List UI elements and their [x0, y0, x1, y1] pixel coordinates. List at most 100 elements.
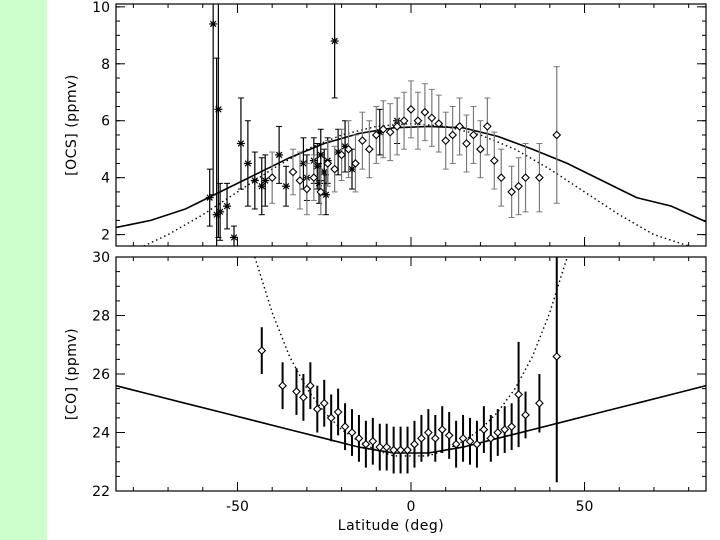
data-point-asterisk: [230, 225, 238, 246]
plot-area: [116, 4, 706, 246]
diamond-marker: [521, 410, 530, 420]
data-point-diamond: [423, 409, 433, 456]
data-point-diamond: [479, 406, 489, 453]
diamond-marker: [344, 144, 353, 154]
diamond-marker: [302, 184, 312, 194]
data-point-diamond: [340, 403, 350, 451]
y-axis-label: [CO] (ppmv): [64, 328, 80, 420]
data-point-diamond: [396, 426, 405, 474]
data-point-diamond: [288, 148, 298, 196]
y-tick-label: 4: [101, 171, 110, 187]
data-point-diamond: [489, 131, 499, 190]
data-point-diamond: [455, 97, 464, 156]
data-point-diamond: [305, 362, 315, 410]
diamond-marker: [351, 159, 360, 168]
data-point-diamond: [382, 423, 392, 471]
data-point-diamond: [535, 143, 544, 213]
plot-frame: [115, 256, 707, 492]
diamond-marker: [292, 387, 301, 396]
data-point-diamond: [496, 148, 506, 207]
data-point-asterisk: [257, 157, 266, 216]
data-point-diamond: [476, 120, 485, 179]
data-point-diamond: [420, 83, 430, 142]
diamond-marker: [514, 181, 523, 191]
diamond-marker: [410, 439, 419, 449]
data-point-diamond: [323, 140, 333, 187]
diamond-marker: [364, 144, 374, 154]
data-point-diamond: [521, 143, 530, 213]
data-point-asterisk: [282, 165, 291, 207]
diamond-marker: [267, 173, 277, 183]
data-point-diamond: [406, 80, 416, 139]
model-line-solid: [116, 125, 706, 229]
sidebar-strip: [0, 0, 47, 540]
diamond-marker: [448, 130, 458, 140]
data-point-diamond: [295, 151, 305, 210]
data-point-diamond: [521, 391, 530, 439]
diamond-marker: [496, 173, 506, 183]
data-point-diamond: [410, 420, 419, 468]
x-axis-label: Latitude (deg): [338, 518, 444, 534]
diamond-marker: [486, 433, 496, 443]
y-tick-label: 8: [101, 57, 110, 73]
diamond-marker: [368, 436, 378, 446]
data-point-diamond: [413, 91, 423, 150]
diamond-marker: [451, 439, 461, 449]
data-point-diamond: [493, 409, 503, 456]
diamond-marker: [455, 122, 464, 131]
diamond-marker: [333, 407, 343, 417]
x-tick-label: 0: [407, 499, 416, 515]
data-point-diamond: [441, 111, 451, 170]
diamond-marker: [375, 442, 385, 452]
data-point-diamond: [535, 374, 544, 433]
data-point-diamond: [514, 157, 523, 216]
diamond-marker: [493, 428, 503, 437]
data-point-asterisk: [205, 168, 214, 227]
data-point-diamond: [257, 327, 267, 374]
data-point-asterisk: [214, 4, 223, 238]
diamond-marker: [552, 352, 562, 361]
diamond-marker: [371, 130, 381, 140]
diamond-marker: [323, 159, 333, 168]
diamond-marker: [403, 445, 412, 455]
data-point-asterisk: [209, 4, 218, 196]
data-point-diamond: [399, 91, 409, 150]
data-point-diamond: [448, 105, 458, 164]
diamond-marker: [423, 428, 433, 437]
data-point-diamond: [364, 120, 374, 179]
data-point-diamond: [507, 403, 517, 451]
data-point-diamond: [451, 420, 461, 468]
diamond-marker: [479, 425, 489, 434]
data-point-diamond: [486, 414, 496, 462]
diamond-marker: [396, 445, 405, 455]
y-tick-label: 22: [92, 484, 110, 500]
model-line-dotted: [254, 257, 568, 457]
data-point-diamond: [469, 105, 478, 164]
diamond-marker: [482, 122, 492, 131]
model-line-solid: [116, 384, 706, 454]
data-point-diamond: [434, 94, 444, 153]
diamond-marker: [312, 404, 322, 414]
data-point-diamond: [319, 379, 329, 427]
y-tick-label: 2: [101, 228, 110, 244]
diamond-marker: [316, 187, 326, 197]
data-point-diamond: [378, 100, 388, 159]
diamond-marker: [337, 150, 346, 160]
data-point-diamond: [552, 257, 562, 483]
ocs-panel: 2 4 6 8 10 [OCS] (ppmv): [64, 0, 707, 247]
diamond-marker: [382, 442, 392, 452]
co-panel: -50 0 50 22 24 26 28 30 [CO] (ppmv) Latitude (deg…: [64, 250, 707, 534]
data-point-diamond: [344, 120, 353, 179]
diamond-marker: [361, 439, 371, 449]
y-tick-label: 28: [92, 309, 110, 325]
data-point-diamond: [392, 97, 402, 156]
data-point-diamond: [444, 412, 454, 459]
data-point-diamond: [500, 406, 510, 453]
diamond-marker: [347, 428, 357, 437]
diamond-marker: [340, 422, 350, 432]
data-point-diamond: [403, 426, 412, 474]
data-point-diamond: [514, 341, 523, 448]
data-point-asterisk: [223, 182, 232, 230]
diamond-marker: [434, 119, 444, 128]
data-point-diamond: [302, 162, 312, 216]
